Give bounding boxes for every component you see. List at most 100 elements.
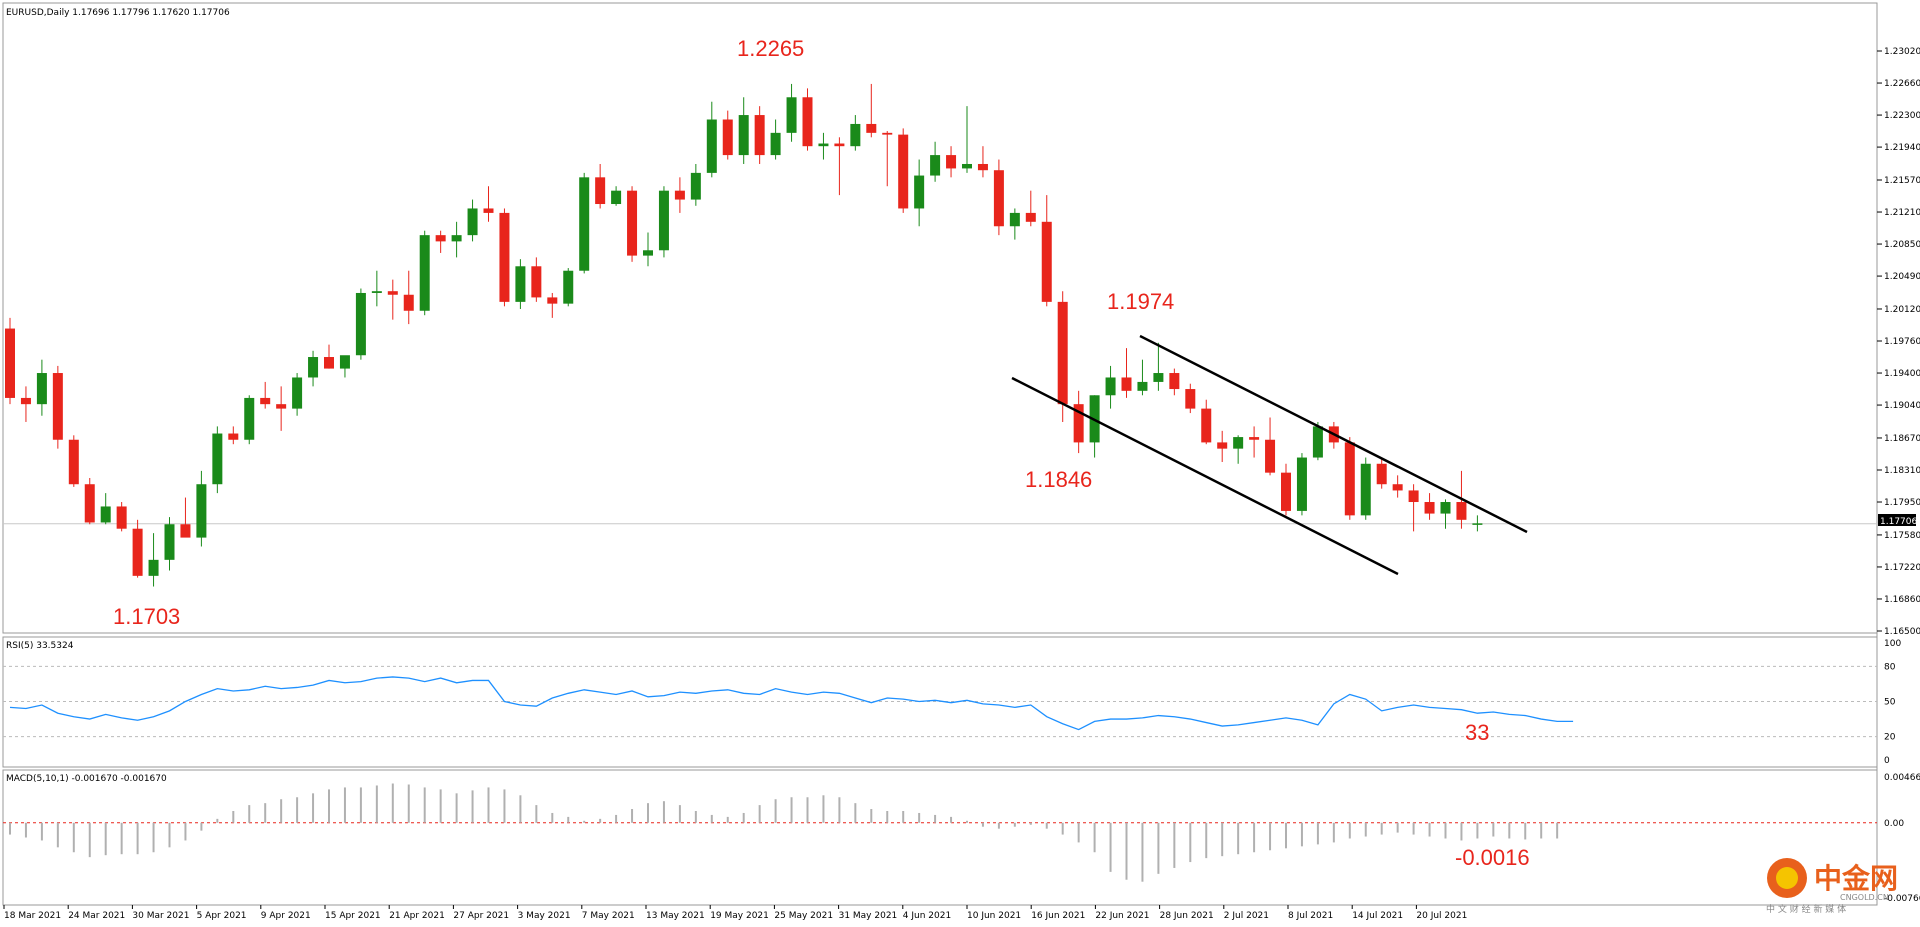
candle-body bbox=[1440, 502, 1451, 514]
candle-body bbox=[467, 208, 478, 236]
candle-body bbox=[324, 357, 334, 369]
candle-body bbox=[36, 373, 47, 405]
current-price-tag bbox=[1878, 514, 1916, 526]
price-tick-label: 1.21210 bbox=[1884, 208, 1920, 218]
rsi-annotation: 33 bbox=[1465, 720, 1489, 745]
candle-body bbox=[706, 119, 717, 173]
candle-body bbox=[658, 190, 669, 251]
candle-body bbox=[84, 484, 95, 523]
candle-body bbox=[180, 524, 191, 538]
date-tick-label: 7 May 2021 bbox=[582, 911, 635, 921]
candle-body bbox=[387, 291, 398, 295]
candle-body bbox=[1249, 437, 1260, 440]
candle-body bbox=[722, 119, 733, 156]
rsi-tick-label: 80 bbox=[1884, 662, 1896, 672]
candle-body bbox=[1153, 373, 1164, 382]
watermark-brand-en: CNGOLD.CN bbox=[1840, 893, 1889, 902]
date-tick-label: 5 Apr 2021 bbox=[197, 911, 247, 921]
candle-body bbox=[882, 132, 893, 135]
candle-body bbox=[1073, 404, 1084, 443]
candle-body bbox=[1424, 502, 1435, 514]
candle-body bbox=[962, 163, 972, 169]
candle-body bbox=[132, 528, 143, 576]
candle-body bbox=[244, 397, 255, 440]
price-tick-label: 1.20850 bbox=[1884, 240, 1920, 250]
candle-body bbox=[850, 123, 861, 147]
price-tick-label: 1.21940 bbox=[1884, 143, 1920, 153]
candle-body bbox=[1057, 301, 1068, 405]
candle-body bbox=[451, 235, 462, 242]
channel-lower-line bbox=[1011, 376, 1399, 576]
price-tick-label: 1.18310 bbox=[1884, 466, 1920, 476]
candle-body bbox=[276, 404, 287, 409]
macd-label: MACD(5,10,1) -0.001670 -0.001670 bbox=[6, 774, 167, 784]
candle-body bbox=[1360, 463, 1371, 516]
candle-body bbox=[1296, 457, 1307, 511]
candle-body bbox=[483, 208, 494, 213]
price-tick-label: 1.20120 bbox=[1884, 305, 1920, 315]
candle-body bbox=[499, 212, 510, 302]
candle-body bbox=[515, 266, 526, 302]
date-tick-label: 30 Mar 2021 bbox=[132, 911, 189, 921]
price-tick-label: 1.18670 bbox=[1884, 434, 1920, 444]
price-tick-label: 1.21570 bbox=[1884, 176, 1920, 186]
candle-body bbox=[212, 433, 223, 485]
annotation-swing-low: 1.1846 bbox=[1025, 467, 1092, 492]
candle-body bbox=[1009, 212, 1020, 227]
channel-upper-line bbox=[1139, 334, 1528, 534]
candle-body bbox=[435, 235, 446, 242]
date-tick-label: 15 Apr 2021 bbox=[325, 911, 381, 921]
rsi-tick-label: 0 bbox=[1884, 756, 1890, 766]
candle-body bbox=[1041, 221, 1052, 302]
macd-axis: 0.004663 0.00 -0.007661 bbox=[1884, 773, 1920, 904]
candle-body bbox=[643, 250, 653, 256]
rsi-tick-label: 50 bbox=[1884, 698, 1896, 708]
price-tick-label: 1.19040 bbox=[1884, 401, 1920, 411]
candle-body bbox=[100, 506, 111, 523]
candle-body bbox=[260, 397, 271, 405]
candle-body bbox=[292, 377, 303, 409]
macd-tick-label: 0.00 bbox=[1884, 819, 1904, 829]
macd-annotation: -0.0016 bbox=[1455, 845, 1530, 870]
rsi-tick-label: 100 bbox=[1884, 639, 1901, 649]
date-tick-label: 20 Jul 2021 bbox=[1416, 911, 1467, 921]
candle-body bbox=[308, 357, 319, 378]
macd-tick-label: -0.007661 bbox=[1884, 894, 1920, 904]
date-tick-label: 21 Apr 2021 bbox=[389, 911, 445, 921]
candle-body bbox=[563, 270, 574, 304]
price-tick-label: 1.17220 bbox=[1884, 563, 1920, 573]
date-tick-label: 3 May 2021 bbox=[518, 911, 571, 921]
candle-body bbox=[611, 190, 622, 205]
candle-body bbox=[898, 134, 909, 209]
candle-body bbox=[802, 97, 813, 147]
candle-body bbox=[930, 155, 941, 176]
candle-body bbox=[148, 559, 159, 576]
candle-body bbox=[403, 294, 414, 311]
date-tick-label: 4 Jun 2021 bbox=[903, 911, 951, 921]
date-tick-label: 25 May 2021 bbox=[774, 911, 833, 921]
date-tick-label: 18 Mar 2021 bbox=[4, 911, 61, 921]
price-tick-label: 1.23020 bbox=[1884, 47, 1920, 57]
date-tick-label: 14 Jul 2021 bbox=[1352, 911, 1403, 921]
candle-body bbox=[627, 190, 638, 256]
date-tick-label: 8 Jul 2021 bbox=[1288, 911, 1333, 921]
date-tick-label: 22 Jun 2021 bbox=[1095, 911, 1149, 921]
candle-body bbox=[1472, 523, 1483, 525]
candle-body bbox=[1201, 408, 1212, 443]
candle-body bbox=[770, 132, 781, 156]
annotation-high: 1.2265 bbox=[737, 36, 804, 61]
date-tick-label: 31 May 2021 bbox=[839, 911, 898, 921]
candle-body bbox=[68, 439, 79, 485]
date-tick-label: 16 Jun 2021 bbox=[1031, 911, 1085, 921]
watermark: 中金网 CNGOLD.CN 中 文 财 经 新 媒 体 bbox=[1766, 858, 1898, 915]
candle-body bbox=[1392, 484, 1403, 491]
candle-body bbox=[914, 175, 925, 209]
candle-body bbox=[1105, 377, 1116, 396]
price-tick-label: 1.17580 bbox=[1884, 531, 1920, 541]
candle-body bbox=[52, 373, 63, 440]
price-tick-label: 1.22300 bbox=[1884, 111, 1920, 121]
watermark-logo-inner bbox=[1776, 867, 1798, 889]
annotation-low: 1.1703 bbox=[113, 604, 180, 629]
candle-body bbox=[1233, 437, 1244, 449]
